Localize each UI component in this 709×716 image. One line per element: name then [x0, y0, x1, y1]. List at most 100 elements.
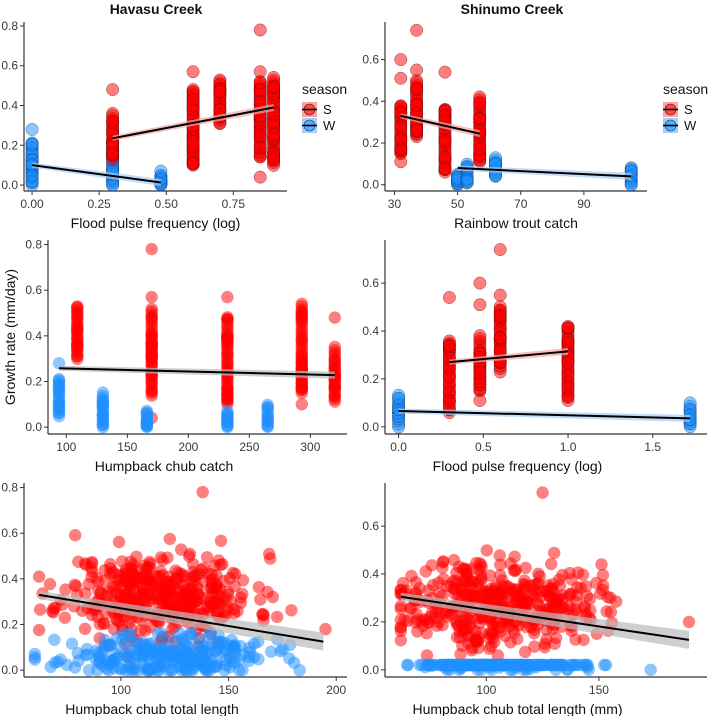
data-point-w: [201, 650, 214, 663]
data-point-w: [28, 651, 41, 664]
data-point-s: [410, 63, 424, 77]
data-point-s: [319, 622, 332, 636]
fit-line-w: [31, 164, 162, 184]
data-point-s: [221, 348, 234, 361]
data-point-s: [453, 625, 466, 638]
x-tick-label: 0.50: [155, 197, 179, 211]
data-point-s: [561, 369, 575, 383]
data-point-w: [598, 658, 611, 672]
data-point-s: [496, 574, 509, 587]
fit-line-s: [400, 114, 480, 135]
data-point-s: [295, 333, 308, 346]
data-point-s: [145, 242, 158, 256]
fit-line-all: [58, 367, 335, 377]
data-point-s: [196, 485, 209, 499]
y-tick-label: 0.0: [1, 178, 18, 192]
data-point-s: [536, 486, 549, 499]
x-tick-label: 100: [111, 683, 131, 697]
data-point-s: [528, 640, 541, 653]
data-point-s: [504, 557, 517, 570]
fit-line-w: [398, 410, 691, 420]
data-point-s: [493, 549, 506, 562]
data-point-s: [597, 579, 610, 592]
data-point-s: [449, 614, 463, 627]
data-point-w: [123, 653, 137, 666]
data-point-w: [154, 164, 168, 178]
data-point-s: [438, 135, 452, 149]
data-point-s: [186, 135, 200, 149]
data-point-w: [556, 658, 569, 672]
data-point-s: [561, 356, 575, 370]
data-point-s: [69, 529, 82, 542]
data-point-w: [221, 408, 234, 421]
data-point-s: [295, 308, 308, 321]
legend-label-s: S: [323, 102, 332, 117]
x-tick-label: 150: [219, 683, 239, 697]
data-point-s: [59, 583, 72, 596]
y-tick-label: 0.2: [362, 136, 379, 150]
data-point-s: [145, 290, 158, 304]
data-point-w: [96, 418, 110, 432]
data-point-s: [253, 130, 267, 144]
data-point-s: [85, 561, 98, 574]
data-point-s: [475, 572, 488, 585]
data-point-s: [556, 568, 569, 582]
data-point-s: [106, 146, 120, 160]
legend-title: season: [663, 81, 708, 97]
data-point-s: [221, 383, 234, 397]
data-point-w: [261, 401, 274, 414]
data-point-s: [236, 574, 250, 587]
data-point-s: [134, 624, 147, 637]
data-point-w: [52, 406, 66, 420]
data-point-s: [569, 633, 582, 646]
data-point-w: [52, 386, 66, 399]
data-point-s: [82, 578, 95, 591]
x-axis-title: Flood pulse frequency (log): [71, 215, 241, 231]
data-point-s: [442, 291, 456, 304]
data-point-s: [466, 641, 479, 655]
fit-line-s: [112, 106, 274, 140]
data-point-s: [438, 162, 452, 176]
fit-line-s: [449, 350, 569, 364]
legend-shinumo: season S W: [663, 81, 708, 133]
data-point-s: [493, 288, 507, 302]
data-point-w: [96, 400, 110, 413]
data-point-s: [145, 311, 158, 324]
data-point-s: [101, 589, 114, 603]
data-point-w: [65, 637, 79, 650]
data-point-s: [571, 566, 585, 579]
data-point-w: [476, 658, 489, 672]
data-point-w: [572, 658, 585, 672]
y-tick-label: 0.4: [362, 94, 379, 108]
data-point-s: [43, 577, 57, 591]
x-tick-label: 0.00: [20, 197, 44, 211]
data-point-w: [175, 642, 189, 655]
data-point-s: [561, 336, 575, 349]
data-point-s: [473, 96, 487, 110]
data-point-s: [394, 120, 408, 133]
data-point-w: [143, 663, 157, 676]
y-tick-label: 0.0: [362, 663, 379, 677]
data-point-s: [252, 581, 265, 594]
x-tick-label: 250: [239, 440, 259, 454]
points: [28, 485, 332, 677]
data-point-s: [104, 568, 117, 581]
data-point-s: [468, 589, 481, 603]
data-point-s: [328, 340, 341, 354]
data-point-s: [473, 329, 487, 343]
data-point-s: [186, 157, 200, 170]
y-tick-label: 0.4: [1, 572, 18, 586]
data-point-w: [221, 419, 234, 433]
data-point-w: [193, 633, 206, 646]
data-point-s: [420, 649, 434, 662]
data-point-w: [274, 645, 287, 658]
data-point-w: [136, 639, 149, 652]
data-point-w: [228, 639, 241, 652]
data-point-s: [106, 83, 120, 97]
data-point-s: [144, 594, 158, 608]
data-point-s: [145, 384, 158, 398]
data-point-s: [484, 614, 497, 627]
data-point-w: [452, 658, 465, 672]
data-point-w: [624, 178, 638, 192]
data-point-s: [545, 557, 558, 571]
